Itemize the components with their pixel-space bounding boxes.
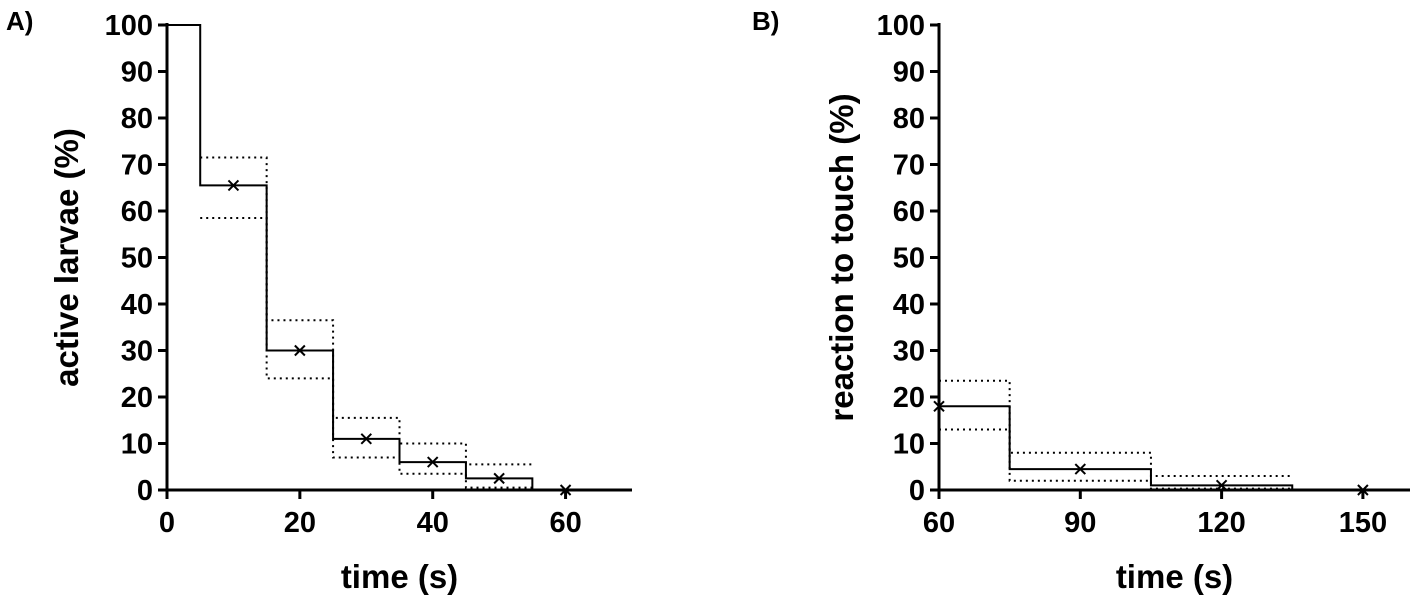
panel-b-y-tick-label: 60 bbox=[893, 196, 925, 228]
panel-a-censor-marker bbox=[559, 484, 572, 496]
panel-b-y-tick-label: 40 bbox=[893, 289, 925, 321]
panel-b-x-tick-label: 120 bbox=[1197, 507, 1245, 539]
panel-a-censor-marker bbox=[493, 472, 505, 485]
panel-b-chart: B) 0 10 20 30 40 50 60 70 80 90 100 60 90 120 150 time … bbox=[752, 6, 1410, 595]
panel-a-y-tick-label: 20 bbox=[121, 382, 153, 414]
panel-b-y-tick-label: 0 bbox=[909, 475, 925, 507]
panel-a-label: A) bbox=[6, 6, 33, 36]
panel-b-censor-marker bbox=[933, 400, 945, 413]
panel-a-survival-line bbox=[167, 24, 534, 490]
panel-a-y-tick-label: 80 bbox=[121, 103, 153, 135]
panel-b-label: B) bbox=[752, 6, 779, 36]
panel-b-y-tick-label: 10 bbox=[893, 429, 925, 461]
panel-a-y-tick-label: 50 bbox=[121, 243, 153, 275]
panel-b-y-tick-label: 80 bbox=[893, 103, 925, 135]
panel-a-x-axis-title: time (s) bbox=[341, 558, 458, 595]
panel-a-censor-marker bbox=[360, 433, 372, 445]
panel-b-y-tick-label: 100 bbox=[877, 10, 925, 42]
panel-a-chart: A) 0 10 20 30 40 50 60 70 80 90 100 0 20 40 60 time (s)… bbox=[6, 6, 632, 595]
panel-a-censor-marker bbox=[227, 179, 240, 192]
panel-a-censor-marker bbox=[294, 344, 306, 357]
panel-b-confidence-band bbox=[939, 428, 1293, 490]
panel-b-x-tick-label: 60 bbox=[923, 507, 955, 539]
panel-a-y-tick-label: 100 bbox=[105, 10, 153, 42]
panel-a-y-axis-title: active larvae (%) bbox=[48, 128, 85, 387]
panel-a-x-tick-label: 40 bbox=[417, 507, 449, 539]
panel-a-y-tick-label: 30 bbox=[121, 336, 153, 368]
panel-a-confidence-band bbox=[200, 216, 533, 489]
panel-a-censor-marker bbox=[427, 456, 439, 468]
panel-a-y-tick-label: 60 bbox=[121, 196, 153, 228]
panel-a-confidence-band bbox=[200, 156, 533, 466]
panel-b-y-tick-label: 30 bbox=[893, 336, 925, 368]
panel-a-y-tick-label: 10 bbox=[121, 429, 153, 461]
panel-b-censor-marker bbox=[1357, 484, 1369, 496]
panel-b-y-tick-label: 20 bbox=[893, 382, 925, 414]
panel-b-y-tick-label: 50 bbox=[893, 243, 925, 275]
panel-b-x-axis-title: time (s) bbox=[1116, 558, 1233, 595]
panel-a-y-tick-label: 0 bbox=[137, 475, 153, 507]
panel-b-y-tick-label: 70 bbox=[893, 150, 925, 182]
panel-b-x-tick-label: 150 bbox=[1339, 507, 1387, 539]
panel-a-x-tick-label: 0 bbox=[159, 507, 175, 539]
panel-a-x-tick-label: 20 bbox=[284, 507, 316, 539]
panel-a-y-tick-label: 90 bbox=[121, 57, 153, 89]
panel-b-censor-marker bbox=[1074, 463, 1087, 475]
panel-b-confidence-band bbox=[939, 379, 1293, 478]
panel-a-x-tick-label: 60 bbox=[549, 507, 581, 539]
panel-b-x-tick-label: 90 bbox=[1064, 507, 1096, 539]
panel-b-y-axis-title: reaction to touch (%) bbox=[823, 93, 860, 421]
panel-a-y-tick-label: 70 bbox=[121, 150, 153, 182]
panel-b-survival-line bbox=[939, 405, 1294, 490]
panel-a-y-tick-label: 40 bbox=[121, 289, 153, 321]
panel-b-censor-marker bbox=[1215, 479, 1228, 492]
panel-b-y-tick-label: 90 bbox=[893, 57, 925, 89]
